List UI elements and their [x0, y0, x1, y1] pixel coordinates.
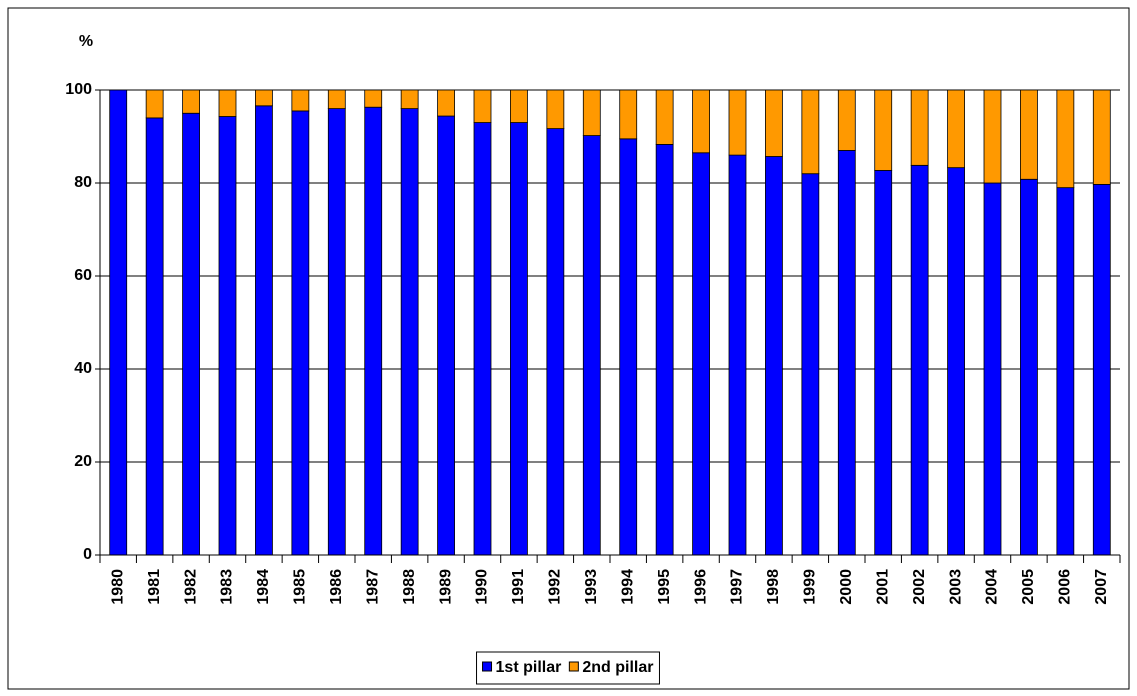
bar-segment [437, 89, 455, 117]
x-tick-label: 1983 [219, 569, 236, 605]
x-tick-label: 2005 [1020, 569, 1037, 605]
x-tick-label: 1984 [255, 569, 272, 605]
x-tick-label: 1980 [109, 569, 126, 605]
bar-segment [473, 89, 492, 123]
x-tick-label: 1985 [292, 569, 309, 605]
bar-segment [510, 122, 528, 556]
bar-segment [291, 110, 310, 556]
y-tick-label: 60 [74, 267, 92, 284]
bar-segment [837, 89, 856, 151]
bar-segment [437, 115, 455, 556]
x-tick-label: 1989 [437, 569, 454, 605]
y-tick-label: 80 [74, 174, 92, 191]
bar-segment [510, 89, 528, 123]
bar-segment [1020, 178, 1038, 556]
bar-segment [801, 89, 820, 175]
bar-segment [947, 167, 965, 556]
bar-segment [837, 150, 856, 556]
bar-segment [947, 89, 965, 169]
x-tick-label: 1981 [146, 569, 163, 605]
legend-box [476, 651, 660, 685]
x-tick-label: 1996 [692, 569, 709, 605]
bar-segment [546, 128, 565, 556]
bar-segment [983, 182, 1002, 556]
bar-segment [728, 89, 747, 156]
bar-segment [218, 116, 237, 556]
x-tick-label: 2007 [1093, 569, 1110, 605]
bar-segment [874, 89, 893, 171]
bar-segment [692, 152, 710, 556]
bar-segment [400, 108, 419, 556]
bar-segment [910, 89, 929, 166]
y-tick-label: 20 [74, 453, 92, 470]
bar-segment [145, 117, 164, 556]
legend-label: 1st pillar [496, 659, 562, 676]
legend-label: 2nd pillar [582, 659, 653, 676]
x-tick-label: 1992 [547, 569, 564, 605]
x-tick-label: 1999 [802, 569, 819, 605]
bar-segment [801, 173, 820, 556]
y-tick-label: 100 [65, 81, 92, 98]
bar-segment [619, 138, 638, 556]
bar-segment [291, 89, 310, 112]
legend: 1st pillar 2nd pillar [476, 651, 660, 685]
bar-segment [655, 89, 674, 145]
bar-segment [145, 89, 164, 119]
x-tick-label: 1982 [182, 569, 199, 605]
bar-segment [582, 89, 601, 136]
x-tick-label: 1993 [583, 569, 600, 605]
bar-segment [182, 89, 200, 114]
x-tick-label: 1997 [729, 569, 746, 605]
x-tick-label: 1990 [474, 569, 491, 605]
bar-segment [546, 89, 565, 129]
y-axis-label: % [79, 33, 93, 50]
bar-segment [910, 164, 929, 556]
x-tick-label: 2001 [874, 569, 891, 605]
bar-segment [983, 89, 1002, 184]
bar-segment [1020, 89, 1038, 180]
bar-segment [1092, 89, 1111, 185]
x-tick-label: 1998 [765, 569, 782, 605]
y-tick-label: 40 [74, 360, 92, 377]
bar-segment [182, 112, 200, 556]
bar-segment [473, 122, 492, 556]
bar-segment [364, 106, 383, 556]
bar-segment [218, 89, 237, 117]
x-tick-label: 2002 [911, 569, 928, 605]
bar-segment [1056, 187, 1075, 556]
x-tick-label: 2004 [984, 569, 1001, 605]
bar-segment [765, 156, 783, 556]
bar-segment [619, 89, 638, 140]
x-tick-label: 1991 [510, 569, 527, 605]
bar-segment [582, 135, 601, 556]
x-tick-label: 2006 [1057, 569, 1074, 605]
bar-segment [327, 108, 346, 556]
x-tick-label: 2000 [838, 569, 855, 605]
legend-swatch [482, 661, 493, 672]
bar-segment [400, 89, 419, 110]
bar-segment [728, 154, 747, 556]
bar-segment [255, 89, 273, 107]
y-tick-label: 0 [83, 546, 92, 563]
x-tick-label: 1986 [328, 569, 345, 605]
x-tick-label: 1987 [364, 569, 381, 605]
x-tick-label: 1995 [656, 569, 673, 605]
bar-segment [1092, 183, 1111, 556]
bar-segment [1056, 89, 1075, 189]
legend-swatch [568, 661, 579, 672]
bar-segment [255, 105, 273, 556]
bar-segment [327, 89, 346, 110]
bar-segment [364, 89, 383, 108]
bar-segment [109, 89, 128, 556]
bar-segment [692, 89, 710, 154]
bar-segment [655, 144, 674, 556]
bar-segment [765, 89, 783, 157]
x-tick-label: 1994 [619, 569, 636, 605]
bar-segment [874, 170, 893, 556]
x-tick-label: 2003 [947, 569, 964, 605]
x-tick-label: 1988 [401, 569, 418, 605]
